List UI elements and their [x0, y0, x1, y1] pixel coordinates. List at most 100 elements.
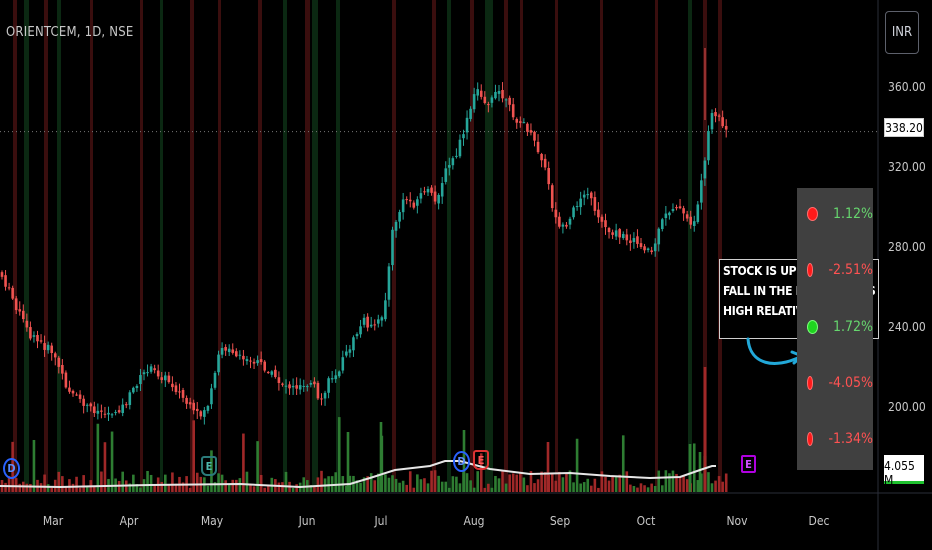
candle-body	[352, 337, 355, 351]
volume-bar	[384, 474, 387, 492]
candle-body	[636, 236, 639, 244]
candle-body	[298, 385, 302, 390]
candle-body	[529, 130, 533, 133]
candle-body	[195, 408, 199, 412]
candle-body	[501, 89, 504, 99]
volume-bar	[469, 480, 472, 492]
candle-body	[675, 207, 678, 209]
candle-body	[359, 326, 362, 335]
volume-tag: 4.055 M	[884, 455, 924, 487]
candle-body	[96, 410, 100, 414]
volume-bar	[657, 470, 661, 492]
volume-bar	[302, 477, 306, 492]
volume-bar	[235, 479, 238, 492]
candle-body	[423, 191, 426, 193]
volume-bar	[600, 471, 604, 492]
candle-body	[597, 209, 600, 218]
volume-bar	[149, 474, 153, 492]
candle-body	[178, 391, 181, 393]
status-dot	[807, 263, 814, 277]
currency-button[interactable]: INR	[885, 11, 919, 54]
volume-bar	[71, 483, 75, 492]
candle-body	[458, 139, 462, 157]
volume-bar	[135, 483, 139, 492]
volume-bar	[213, 482, 217, 492]
volume-bar	[433, 470, 437, 492]
candle-body	[220, 348, 224, 355]
volume-bar	[611, 476, 614, 492]
candle-body	[227, 348, 231, 353]
candle-body	[621, 233, 625, 238]
candle-body	[295, 385, 298, 389]
highlight-band	[283, 0, 287, 492]
highlight-band	[44, 0, 48, 492]
volume-bar	[416, 474, 419, 492]
candle-body	[408, 199, 412, 202]
volume-bar	[618, 474, 621, 492]
volume-bar	[597, 487, 600, 492]
candle-body	[199, 411, 203, 417]
candle-body	[572, 207, 575, 218]
earnings-marker[interactable]: E	[201, 456, 217, 476]
candle-body	[519, 121, 522, 123]
candle-body	[50, 345, 53, 354]
candle-body	[288, 384, 291, 389]
candle-body	[61, 364, 64, 374]
candle-body	[582, 194, 586, 198]
candle-body	[313, 381, 316, 385]
candle-body	[387, 266, 391, 300]
dividend-marker[interactable]: D	[453, 451, 470, 472]
candle-body	[405, 199, 408, 201]
volume-bar	[412, 487, 416, 492]
earnings-marker-negative[interactable]: E	[473, 450, 489, 470]
candle-body	[590, 192, 593, 199]
volume-bar	[14, 478, 18, 492]
candle-body	[29, 327, 32, 339]
x-tick-label: May	[200, 514, 224, 528]
candle-body	[213, 372, 217, 388]
volume-bar	[717, 476, 721, 492]
volume-bar	[629, 484, 632, 492]
candle-body	[306, 386, 309, 388]
highlight-band	[218, 0, 221, 492]
candle-body	[235, 351, 238, 357]
candle-body	[646, 248, 650, 251]
x-tick-label: Mar	[42, 514, 64, 528]
volume-bar	[465, 473, 469, 492]
volume-ma-line	[0, 460, 716, 489]
volume-bar	[536, 479, 540, 492]
candle-body	[210, 388, 213, 405]
candle-body	[75, 394, 78, 396]
x-tick-label: Dec	[808, 514, 830, 528]
volume-bar	[85, 486, 89, 492]
indicator-percent: 1.12%	[832, 206, 873, 222]
volume-bar	[43, 474, 46, 492]
volume-bar	[565, 472, 568, 492]
candle-body	[341, 357, 345, 371]
dividend-marker[interactable]: D	[3, 458, 20, 479]
candle-body	[164, 375, 167, 381]
candle-body	[717, 115, 721, 117]
highlight-band	[160, 0, 163, 492]
candle-body	[430, 187, 433, 193]
candle-body	[465, 117, 469, 133]
candle-body	[593, 197, 597, 211]
volume-bar	[181, 482, 185, 492]
volume-bar	[57, 471, 61, 492]
candle-body	[678, 206, 682, 209]
earnings-marker-upcoming[interactable]: E	[741, 455, 756, 473]
volume-bar	[487, 483, 490, 492]
volume-bar	[721, 481, 724, 492]
volume-bar	[195, 472, 199, 492]
candle-body	[629, 240, 632, 244]
candle-body	[398, 212, 401, 222]
highlight-band	[13, 0, 17, 492]
volume-bar	[519, 471, 522, 492]
candle-body	[618, 229, 621, 238]
volume-bar	[316, 477, 320, 492]
volume-bar	[82, 475, 85, 492]
volume-bar	[327, 476, 330, 492]
candle-body	[153, 368, 156, 371]
volume-bar	[582, 482, 586, 492]
candle-body	[685, 214, 689, 219]
